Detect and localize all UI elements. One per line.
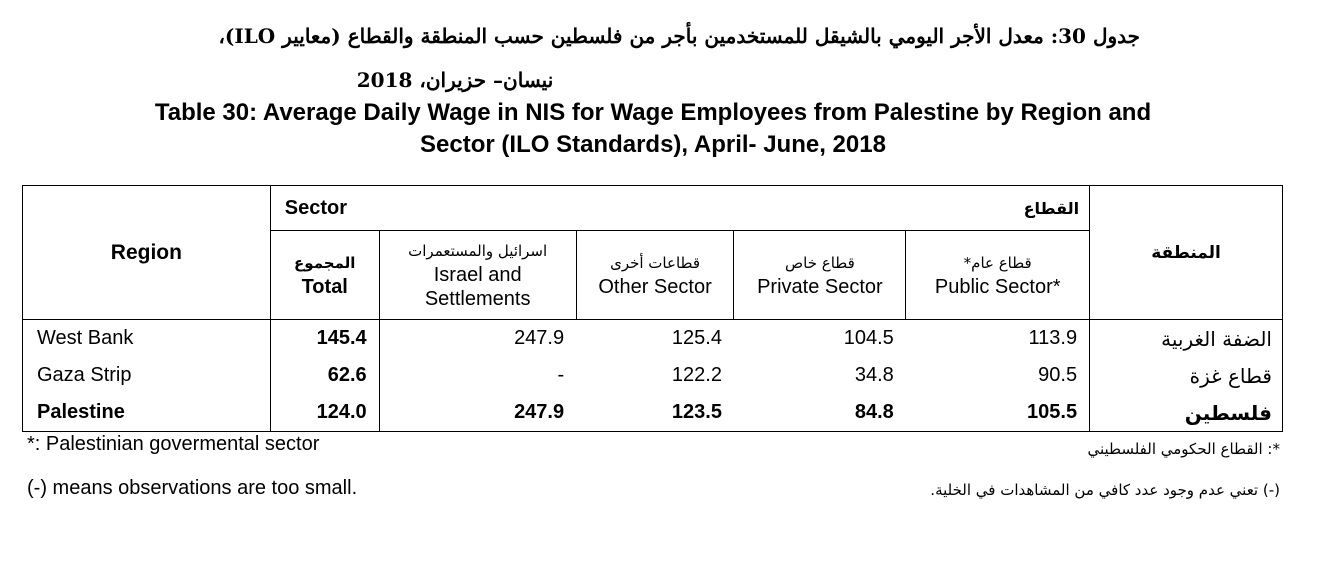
col-header-en: Private Sector: [757, 276, 883, 298]
footnote-public-ar: *: القطاع الحكومي الفلسطيني: [1087, 440, 1280, 458]
title-english-line2: Sector (ILO Standards), April- June, 201…: [420, 131, 886, 158]
region-en: Gaza Strip: [22, 357, 271, 394]
title-english: Table 30: Average Daily Wage in NIS for …: [0, 97, 1306, 161]
region-en: Palestine: [22, 394, 271, 432]
col-header-ar: قطاعات أخرى: [610, 254, 700, 272]
col-header-en: Israel and Settlements: [424, 264, 531, 310]
region-header-en: Region: [22, 185, 271, 320]
col-header-ar: قطاع خاص: [785, 254, 855, 272]
cell-other: 122.2: [671, 364, 722, 386]
cell-public: 105.5: [905, 394, 1091, 432]
region-ar: فلسطين: [1089, 394, 1283, 432]
footnote-public-en: *: Palestinian govermental sector: [27, 433, 320, 455]
col-header-private: قطاع خاص Private Sector: [733, 230, 907, 320]
cell-total: 145.4: [270, 319, 380, 357]
col-header-en: Other Sector: [598, 276, 712, 298]
cell-private: 104.5: [843, 327, 894, 349]
sector-header-en: Sector: [270, 185, 734, 231]
col-header-total: المجموع Total: [270, 230, 380, 320]
cell-israel: 247.9: [514, 327, 565, 349]
cell-other: 123.5: [576, 394, 734, 432]
col-header-en: Total: [301, 276, 348, 298]
table-row: West Bank 145.4 247.9 125.4 104.5 113.9 …: [22, 319, 1283, 357]
region-ar: قطاع غزة: [1089, 357, 1283, 394]
cell-public: 113.9: [905, 319, 1091, 357]
cell-total: 62.6: [270, 357, 380, 394]
col-header-public: قطاع عام* Public Sector*: [905, 230, 1091, 320]
title-english-line1: Table 30: Average Daily Wage in NIS for …: [154, 99, 1152, 126]
table-row: Gaza Strip 62.6 - 122.2 34.8 90.5 قطاع غ…: [22, 357, 1283, 394]
region-en: West Bank: [22, 319, 271, 357]
col-header-ar: قطاع عام*: [963, 254, 1032, 272]
cell-israel: -: [557, 364, 565, 386]
title-arabic-line1: جدول 30: معدل الأجر اليومي بالشيقل للمست…: [218, 24, 1140, 48]
cell-other: 125.4: [671, 327, 722, 349]
col-header-ar: المجموع: [294, 254, 356, 272]
cell-public: 90.5: [905, 357, 1091, 394]
cell-total: 124.0: [270, 394, 380, 432]
footnote-small-en: (-) means observations are too small.: [27, 477, 358, 499]
cell-private: 84.8: [733, 394, 906, 432]
wage-table: Region Sector القطاع المنطقة المجموع Tot…: [22, 185, 1283, 432]
title-arabic: جدول 30: معدل الأجر اليومي بالشيقل للمست…: [100, 14, 1140, 102]
sector-header-ar: القطاع: [733, 185, 1091, 231]
cell-israel: 247.9: [379, 394, 577, 432]
footnote-small-ar: (-) تعني عدم وجود عدد كافي من المشاهدات …: [930, 481, 1280, 499]
table-row: Palestine 124.0 247.9 123.5 84.8 105.5 ف…: [22, 394, 1283, 432]
col-header-en: Public Sector*: [934, 276, 1061, 298]
cell-private: 34.8: [854, 364, 894, 386]
title-arabic-line2: نيسان– حزيران، 2018: [356, 68, 554, 92]
col-header-israel: اسرائيل والمستعمرات Israel and Settlemen…: [379, 230, 577, 320]
region-ar: الضفة الغربية: [1089, 319, 1283, 357]
col-header-other: قطاعات أخرى Other Sector: [576, 230, 735, 320]
col-header-ar: اسرائيل والمستعمرات: [408, 242, 548, 260]
region-header-ar: المنطقة: [1089, 185, 1283, 320]
